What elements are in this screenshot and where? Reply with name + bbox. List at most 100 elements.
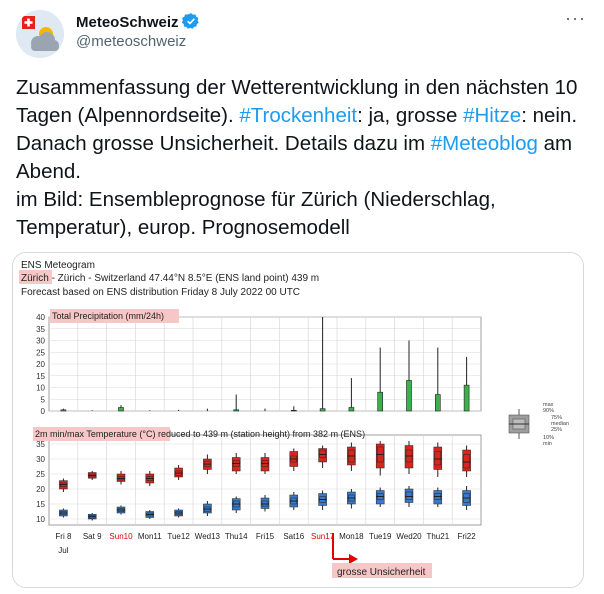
day-label: Thu14 <box>225 532 248 541</box>
meteogram-image[interactable]: ENS Meteogram Zürich - Zürich - Switzerl… <box>12 252 584 588</box>
y-tick-label: 5 <box>41 395 46 404</box>
temp-max-box <box>462 445 471 477</box>
legend-label: 10% <box>543 435 554 441</box>
precip-box <box>463 356 470 412</box>
y-tick-label: 15 <box>36 500 45 509</box>
account-name[interactable]: MeteoSchweiz <box>76 12 200 31</box>
verified-badge-icon <box>181 13 199 29</box>
temp-max-box <box>116 471 126 485</box>
legend-label: median <box>551 421 569 427</box>
temp-min-box <box>404 486 414 507</box>
temp-min-box <box>289 492 299 510</box>
cloud-icon <box>31 32 59 51</box>
day-label: Sun17 <box>311 532 335 541</box>
precip-box <box>377 347 384 412</box>
temp-box-inner <box>319 449 326 458</box>
y-tick-label: 30 <box>36 337 45 346</box>
temp-min-box <box>375 487 385 507</box>
day-label: Tue19 <box>369 532 392 541</box>
day-label: Sat 9 <box>83 532 102 541</box>
precip-box-body <box>233 409 239 412</box>
temp-box-inner <box>434 451 442 466</box>
temp-max-box <box>404 441 414 474</box>
y-tick-label: 10 <box>36 384 45 393</box>
temp-max-box <box>375 441 385 476</box>
temp-max-box <box>347 442 356 471</box>
day-label: Sun10 <box>109 532 133 541</box>
day-label: Mon11 <box>138 532 162 541</box>
hashtag-link[interactable]: #Trockenheit <box>239 104 358 127</box>
swiss-flag-cloud-logo <box>16 10 64 58</box>
precip-box <box>290 406 297 412</box>
hashtag-link[interactable]: #Meteoblog <box>430 132 538 155</box>
day-label: Tue12 <box>167 532 190 541</box>
avatar[interactable] <box>16 10 64 58</box>
temp-panel-title: 2m min/max Temperature (°C) reduced to 4… <box>35 429 365 439</box>
legend-label: 25% <box>551 427 562 433</box>
panel-title-highlight <box>50 309 179 323</box>
y-tick-label: 10 <box>36 515 45 524</box>
day-label: Mon18 <box>339 532 364 541</box>
hashtag-link[interactable]: #Hitze <box>463 104 522 127</box>
precip-box-body <box>319 408 326 412</box>
precip-box-body <box>290 409 297 412</box>
day-label: Sat16 <box>283 532 304 541</box>
legend-label: min <box>543 441 552 447</box>
precip-box-body <box>406 380 412 412</box>
more-horizontal-icon[interactable]: ··· <box>565 8 586 28</box>
temp-box-inner <box>405 491 413 500</box>
y-tick-label: 40 <box>36 313 45 322</box>
day-label: Wed20 <box>396 532 422 541</box>
precipitation-panel: 0 5 10 15 20 25 30 35 40 Total Precipitation (mm/… <box>36 309 482 416</box>
day-label: Fri22 <box>457 532 476 541</box>
account-handle[interactable]: @meteoschweiz <box>76 33 187 50</box>
annotation-highlight <box>332 563 432 578</box>
temp-min-box <box>318 490 327 510</box>
temp-max-box <box>231 453 241 474</box>
tweet-text: Zusammenfassung der Wetterentwicklung in… <box>16 74 588 242</box>
tweet-text-segment: Zusammenfassung der Wetterentwicklung in… <box>16 76 578 127</box>
y-tick-label: 20 <box>36 360 45 369</box>
day-label: Thu21 <box>426 532 449 541</box>
temp-max-box <box>203 454 212 474</box>
precip-box-body <box>463 384 470 412</box>
day-axis: Fri 8 Sat 9 Sun10 Mon11 Tue12 Wed13 Thu14 Fri15… <box>55 532 476 555</box>
temp-max-box <box>433 442 443 477</box>
tweet-text-segment: : ja, grosse <box>357 104 464 127</box>
precip-box <box>434 347 441 412</box>
temp-min-box <box>260 495 270 512</box>
precip-box <box>233 394 239 412</box>
temp-min-box <box>231 496 241 513</box>
precip-box-body <box>348 407 355 412</box>
precip-box-body <box>118 407 124 412</box>
meteogram-chart: ENS Meteogram Zürich - Zürich - Switzerl… <box>13 253 583 587</box>
panel-title-highlight <box>33 427 170 441</box>
month-label: Jul <box>58 546 68 555</box>
temp-min-box <box>116 505 126 515</box>
legend-label: 75% <box>551 415 562 421</box>
temp-max-box <box>289 448 299 471</box>
uncertainty-arrow <box>332 533 358 564</box>
temp-min-box <box>203 501 212 516</box>
y-tick-label: 35 <box>36 440 45 449</box>
legend-label: 90% <box>543 408 554 414</box>
temp-min-box <box>59 508 68 518</box>
day-label: Wed13 <box>195 532 221 541</box>
meteogram-title: ENS Meteogram <box>21 260 95 271</box>
tweet-text-segment: : nein. Danach grosse Unsicherheit. Deta… <box>16 104 578 155</box>
temp-max-box <box>59 478 68 492</box>
precip-box <box>406 340 412 412</box>
y-tick-label: 25 <box>36 348 45 357</box>
precip-box <box>60 408 67 412</box>
location-highlight <box>19 270 52 284</box>
temp-max-box <box>87 471 97 480</box>
precip-box-body <box>377 391 384 412</box>
temp-min-box <box>433 487 443 507</box>
tweet-text-segment: am Abend. <box>16 132 573 183</box>
uncertainty-label: grosse Unsicherheit <box>337 567 426 578</box>
forecast-line: Forecast based on ENS distribution Frida… <box>21 287 300 298</box>
temp-max-box <box>260 453 270 474</box>
temp-max-box <box>145 471 155 486</box>
